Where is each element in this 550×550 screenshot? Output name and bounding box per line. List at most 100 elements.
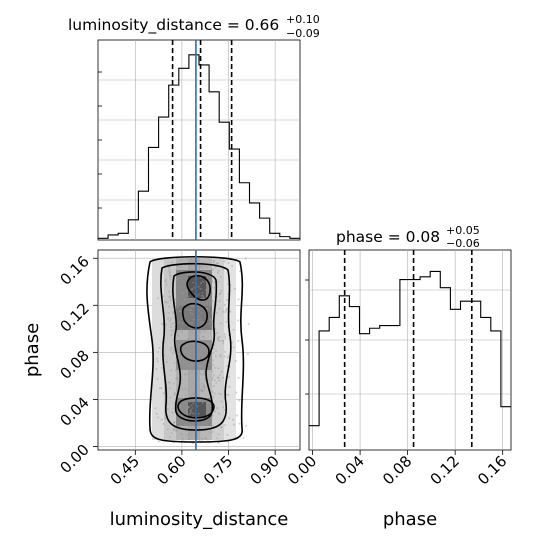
sample-point <box>224 310 227 313</box>
sample-point <box>200 354 203 357</box>
hist-luminosity-distance-frame <box>97 39 301 241</box>
sample-point <box>170 432 173 435</box>
sample-point <box>173 393 176 396</box>
sample-point <box>219 373 222 376</box>
sample-point <box>168 272 171 275</box>
sample-point <box>173 325 176 328</box>
sample-point <box>189 409 192 412</box>
sample-point <box>224 424 227 427</box>
sample-point <box>189 409 192 412</box>
sample-point <box>203 386 206 389</box>
sample-point <box>190 305 193 308</box>
sample-point <box>181 265 184 268</box>
sample-point <box>183 373 186 376</box>
sample-point <box>226 299 229 302</box>
sample-point <box>200 322 203 325</box>
sample-point <box>218 335 221 338</box>
sample-point <box>234 359 237 362</box>
sample-point <box>186 273 189 276</box>
sample-point <box>209 405 212 408</box>
sample-point <box>213 379 216 382</box>
sample-point <box>211 414 214 417</box>
sample-point <box>172 349 175 352</box>
sample-point <box>211 390 214 393</box>
sample-point <box>180 291 183 294</box>
sample-point <box>217 376 220 379</box>
sample-point <box>188 351 191 354</box>
sample-point <box>189 424 192 427</box>
sample-point <box>181 322 184 325</box>
sample-point <box>222 406 225 409</box>
sample-point <box>199 365 202 368</box>
sample-point <box>198 345 201 348</box>
y-tick-label: 0.08 <box>56 346 92 382</box>
sample-point <box>197 309 200 312</box>
sample-point <box>170 329 173 332</box>
sample-point <box>175 369 178 372</box>
sample-point <box>170 333 173 336</box>
sample-point <box>200 348 203 351</box>
sample-point <box>220 426 223 429</box>
sample-point <box>216 437 219 440</box>
sample-point <box>210 416 213 419</box>
sample-point <box>207 407 210 410</box>
sample-point <box>215 262 218 265</box>
sample-point <box>186 434 189 437</box>
title-luminosity-distance-param: luminosity_distance <box>68 16 222 35</box>
sample-point <box>201 261 204 264</box>
sample-point <box>218 299 221 302</box>
sample-point <box>183 340 186 343</box>
sample-point <box>181 280 184 283</box>
sample-point <box>160 387 163 390</box>
sample-point <box>227 261 230 264</box>
sample-point <box>201 321 204 324</box>
sample-point <box>200 311 203 314</box>
sample-point <box>222 268 225 271</box>
sample-point <box>191 349 194 352</box>
sample-point <box>199 318 202 321</box>
sample-point <box>219 355 222 358</box>
scatter-contour-frame <box>97 249 301 451</box>
sample-point <box>188 412 191 415</box>
sample-point <box>176 306 179 309</box>
sample-point <box>181 387 184 390</box>
sample-point <box>199 430 202 433</box>
sample-point <box>190 331 193 334</box>
sample-point <box>196 260 199 263</box>
sample-point <box>222 340 225 343</box>
sample-point <box>211 376 214 379</box>
sample-point <box>209 431 212 434</box>
sample-point <box>217 376 220 379</box>
sample-point <box>197 315 200 318</box>
sample-point <box>189 362 192 365</box>
sample-point <box>213 259 216 262</box>
sample-point <box>232 418 235 421</box>
sample-point <box>191 313 194 316</box>
sample-point <box>220 322 223 325</box>
sample-point <box>157 297 160 300</box>
sample-point <box>180 327 183 330</box>
sample-point <box>200 294 203 297</box>
sample-point <box>192 392 195 395</box>
sample-point <box>178 321 181 324</box>
contour-levels <box>146 255 245 443</box>
sample-point <box>213 410 216 413</box>
sample-point <box>201 438 204 441</box>
sample-point <box>169 296 172 299</box>
sample-point <box>185 363 188 366</box>
sample-point <box>192 402 195 405</box>
sample-point <box>181 419 184 422</box>
sample-point <box>196 430 199 433</box>
sample-point <box>189 425 192 428</box>
sample-point <box>177 306 180 309</box>
sample-point <box>187 406 190 409</box>
sample-point <box>198 273 201 276</box>
sample-point <box>204 288 207 291</box>
sample-point <box>211 430 214 433</box>
sample-point <box>167 311 170 314</box>
sample-point <box>171 312 174 315</box>
sample-point <box>218 379 221 382</box>
sample-point <box>198 338 201 341</box>
contour-core-top <box>186 274 211 301</box>
sample-point <box>173 392 176 395</box>
